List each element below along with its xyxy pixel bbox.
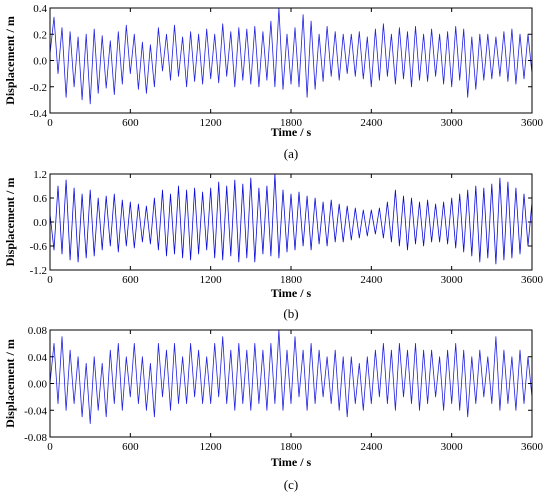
x-tick-label-b: 3000 (441, 274, 464, 286)
y-axis-label-b: Displacement / m (3, 178, 17, 267)
y-tick-label-b: -0.6 (30, 241, 48, 253)
panel-caption-a: (a) (284, 146, 298, 161)
x-tick-label-a: 2400 (360, 117, 383, 129)
x-tick-label-b: 600 (122, 274, 139, 286)
y-tick-label-a: 0.0 (33, 56, 47, 68)
y-axis-label-a: Displacement / m (3, 16, 17, 105)
y-tick-label-b: -1.2 (30, 265, 47, 277)
y-tick-label-a: 0.2 (33, 29, 47, 41)
x-tick-label-a: 0 (47, 117, 53, 129)
x-tick-label-b: 0 (47, 274, 53, 286)
y-tick-label-b: 1.2 (33, 169, 47, 181)
y-tick-label-a: -0.2 (30, 82, 47, 94)
x-tick-label-b: 2400 (360, 274, 383, 286)
x-tick-label-c: 3600 (521, 441, 544, 453)
x-tick-label-c: 1200 (200, 441, 223, 453)
y-tick-label-c: 0.08 (28, 325, 48, 337)
y-axis-label-c: Displacement / m (3, 339, 17, 428)
x-tick-label-a: 3600 (521, 117, 544, 129)
y-tick-label-a: 0.4 (33, 3, 47, 15)
x-tick-label-c: 600 (122, 441, 139, 453)
y-tick-label-c: -0.04 (24, 405, 47, 417)
x-axis-label-b: Time / s (271, 286, 312, 300)
y-tick-label-c: 0.00 (28, 379, 48, 391)
chart-panel-a: 0 600 1200 1800 2400 3000 3600 -0.4 -0.2 0.0 0.2 0.… (3, 3, 544, 161)
chart-panel-c: 0 600 1200 1800 2400 3000 3600 -0.08 -0.04 0.00 0.… (3, 325, 544, 492)
chart-panel-b: 0 600 1200 1800 2400 3000 3600 -1.2 -0.6 0.0 0.6 1.… (3, 169, 544, 321)
series-line-a (49, 7, 533, 105)
y-tick-label-b: 0.0 (33, 217, 47, 229)
panel-caption-b: (b) (283, 306, 298, 321)
x-tick-label-c: 1800 (280, 441, 303, 453)
x-axis-label-c: Time / s (271, 455, 312, 469)
panel-caption-c: (c) (284, 477, 298, 492)
x-tick-label-a: 3000 (441, 117, 464, 129)
x-tick-label-b: 1800 (280, 274, 303, 286)
y-tick-label-c: -0.08 (24, 432, 47, 444)
x-tick-label-b: 3600 (521, 274, 544, 286)
x-tick-label-c: 2400 (360, 441, 383, 453)
x-axis-label-a: Time / s (271, 125, 312, 139)
x-tick-label-b: 1200 (200, 274, 223, 286)
y-tick-label-b: 0.6 (33, 193, 47, 205)
y-tick-label-a: -0.4 (30, 108, 48, 120)
x-tick-label-c: 3000 (441, 441, 464, 453)
x-tick-label-a: 600 (122, 117, 139, 129)
series-line-c (49, 329, 533, 425)
x-tick-label-c: 0 (47, 441, 53, 453)
y-tick-label-c: 0.04 (28, 352, 48, 364)
series-line-b (49, 173, 533, 265)
x-tick-label-a: 1800 (280, 117, 303, 129)
x-tick-label-a: 1200 (200, 117, 223, 129)
